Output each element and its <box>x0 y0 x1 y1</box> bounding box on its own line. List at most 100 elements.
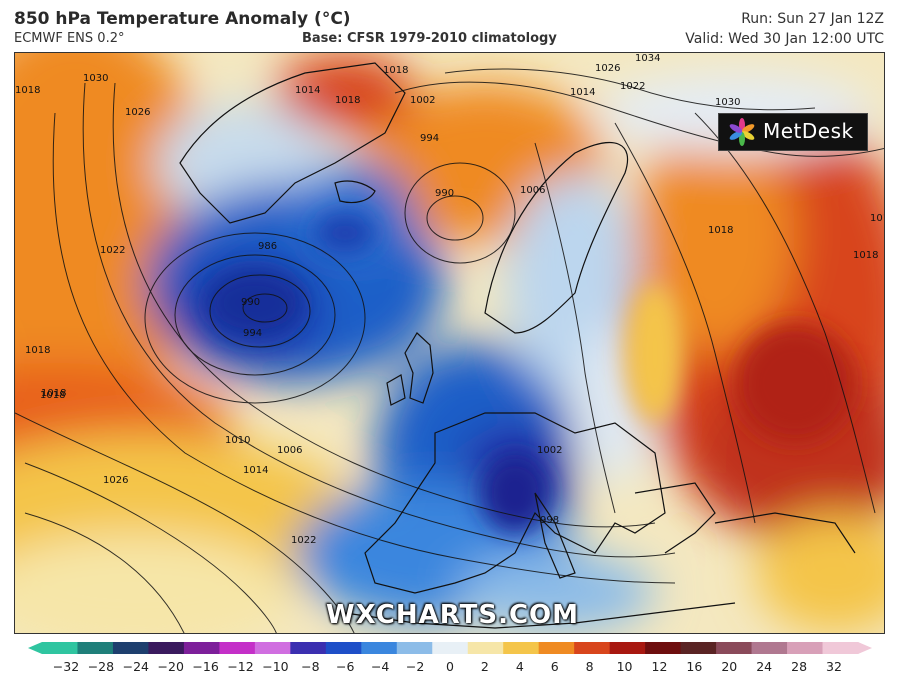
isobar-994 <box>174 254 336 376</box>
greenland-coast <box>179 62 406 224</box>
north-africa-coast <box>344 602 736 629</box>
colorbar-tick-label: 8 <box>585 659 594 674</box>
isobar-label: 1026 <box>103 475 128 486</box>
isobar-label: 986 <box>258 241 277 252</box>
isobar-label: 1018 <box>335 95 360 106</box>
iceland-coast <box>334 180 376 204</box>
colorbar-tick-label: 28 <box>791 659 808 674</box>
isobar-label: 1018 <box>870 213 885 224</box>
isobar-label: 1002 <box>410 95 435 106</box>
colorbar-tick-label: −4 <box>370 659 390 674</box>
colorbar-segment <box>148 642 185 654</box>
colorbar-tick-label: 10 <box>616 659 633 674</box>
colorbar-max-arrow <box>858 642 872 654</box>
temperature-field-detail <box>205 213 855 533</box>
isobar-label: 1014 <box>243 465 268 476</box>
isobar-1010 <box>82 82 676 558</box>
colorbar-segment <box>290 642 327 654</box>
colorbar-tick-label: −10 <box>262 659 289 674</box>
colorbar-segment <box>609 642 646 654</box>
colorbar-segment <box>787 642 824 654</box>
ireland-coast <box>386 374 406 406</box>
colorbar-segment <box>42 642 78 654</box>
isobar-labels: 1030 1026 1022 1018 1014 1018 1018 1002 … <box>15 53 885 546</box>
isobar-1018 <box>15 412 355 633</box>
isobar-label: 1018 <box>853 250 878 261</box>
isobar-label: 1026 <box>125 107 150 118</box>
colorbar-segment <box>254 642 291 654</box>
colorbar-tick-label: 16 <box>686 659 703 674</box>
wxcharts-watermark: WXCHARTS.COM <box>326 600 580 630</box>
isobar-label: 1018 <box>40 390 65 401</box>
colorbar-tick-label: 20 <box>721 659 738 674</box>
base-climatology-label: Base: CFSR 1979-2010 climatology <box>302 31 557 46</box>
metdesk-logo: MetDesk <box>718 113 868 151</box>
colorbar-segment <box>219 642 256 654</box>
isobar-1006 <box>112 82 656 528</box>
colorbar-segment <box>751 642 788 654</box>
colorbar-segment <box>77 642 114 654</box>
isobar-label: 994 <box>420 133 439 144</box>
isobar-label: 1018 <box>41 388 66 399</box>
colorbar-min-arrow <box>28 642 42 654</box>
isobar-998 <box>144 232 366 404</box>
colorbar-tick-label: −12 <box>227 659 254 674</box>
isobar-1006-east <box>534 142 616 514</box>
colorbar-segment <box>396 642 433 654</box>
isobar-label: 1030 <box>83 73 108 84</box>
colorbar-segment <box>822 642 859 654</box>
colorbar-segment <box>432 642 469 654</box>
isobar-label: 1018 <box>15 85 40 96</box>
isobar-label: 1026 <box>595 63 620 74</box>
britain-coast <box>404 332 434 404</box>
valid-time-label: Valid: Wed 30 Jan 12:00 UTC <box>685 31 884 47</box>
colorbar-segment <box>574 642 611 654</box>
colorbar-segment <box>680 642 717 654</box>
model-label: ECMWF ENS 0.2° <box>14 31 125 46</box>
colorbar-segment <box>112 642 149 654</box>
isobar-label: 1034 <box>635 53 660 64</box>
colorbar-segment <box>645 642 682 654</box>
isobar-label: 994 <box>243 328 262 339</box>
colorbar-tick-label: 0 <box>446 659 454 674</box>
isobar-1022 <box>24 462 277 633</box>
colorbar-tick-label: −8 <box>301 659 320 674</box>
isobar-label: 1006 <box>520 185 545 196</box>
isobar-990-north <box>426 195 484 241</box>
colorbar-segment <box>467 642 504 654</box>
colorbar-tick-label: 32 <box>826 659 842 674</box>
balkans-coast <box>634 482 716 554</box>
colorbar-segment <box>538 642 575 654</box>
coastlines <box>179 62 856 629</box>
colorbar-tick-label: −24 <box>122 659 150 674</box>
isobar-1022-east <box>694 112 876 514</box>
isobar-990 <box>209 274 311 348</box>
isobar-986 <box>242 293 288 323</box>
isobar-label: 1014 <box>295 85 320 96</box>
isobar-label: 1002 <box>537 445 562 456</box>
isobar-label: 1022 <box>100 245 125 256</box>
isobar-1030-north <box>444 68 816 111</box>
isobar-label: 1014 <box>570 87 595 98</box>
colorbar-tick-label: 6 <box>550 659 559 674</box>
colorbar-tick-label: 24 <box>756 659 773 674</box>
colorbar-segment <box>716 642 753 654</box>
isobars <box>15 68 884 633</box>
colorbar-tick-label: 12 <box>651 659 668 674</box>
isobar-1026 <box>24 512 185 633</box>
isobar-label: 1018 <box>708 225 733 236</box>
isobar-1014 <box>52 112 676 584</box>
colorbar-segment <box>183 642 220 654</box>
isobar-994-north <box>404 162 516 264</box>
colorbar-segment <box>503 642 540 654</box>
isobar-label: 1010 <box>225 435 250 446</box>
colorbar-segment <box>325 642 362 654</box>
colorbar-tick-label: −2 <box>405 659 425 674</box>
isobar-1026-north <box>394 81 884 157</box>
colorbar-tick-label: −6 <box>336 659 355 674</box>
isobar-label: 1006 <box>277 445 302 456</box>
isobar-label: 998 <box>540 515 559 526</box>
isobar-label: 990 <box>241 297 260 308</box>
isobar-label: 1022 <box>620 81 645 92</box>
colorbar-tick-label: 4 <box>515 659 524 674</box>
